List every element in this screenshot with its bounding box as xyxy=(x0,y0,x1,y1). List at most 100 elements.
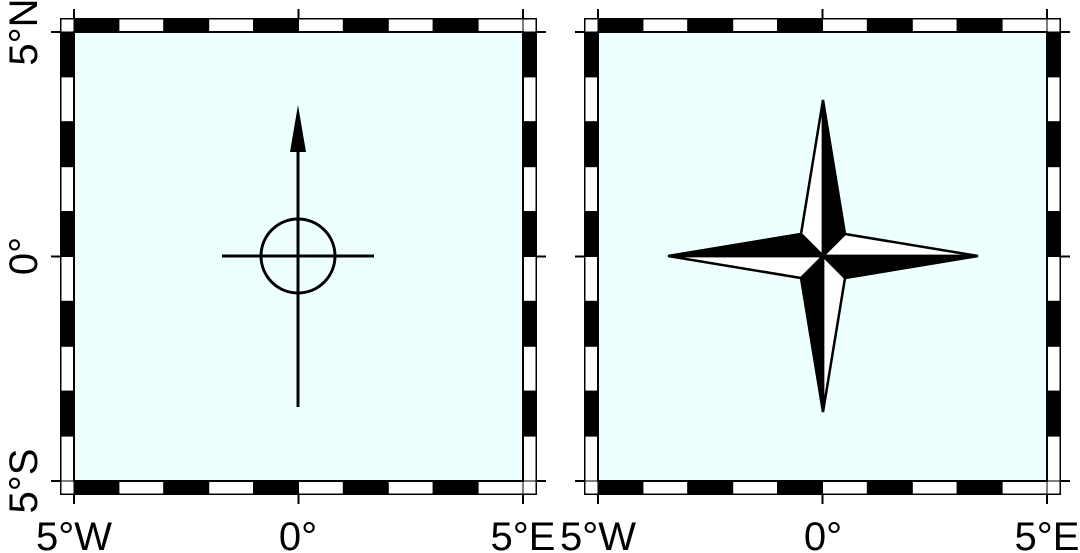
frame-segment-top xyxy=(298,18,344,33)
frame-corner xyxy=(522,18,537,33)
frame-segment-bottom xyxy=(911,480,958,495)
frame-segment-right xyxy=(1046,256,1061,302)
frame-segment-top xyxy=(687,18,734,33)
frame-segment-top xyxy=(732,18,779,33)
frame-segment-right xyxy=(1046,300,1061,347)
frame-corner xyxy=(60,480,75,495)
x-tick-label-east: 5°E xyxy=(491,515,556,553)
frame-segment-top xyxy=(777,18,823,33)
frame-segment-bottom xyxy=(342,480,389,495)
frame-segment-left xyxy=(584,121,599,168)
frame-segment-left xyxy=(584,390,599,437)
frame-segment-left xyxy=(60,256,75,302)
frame-segment-bottom xyxy=(732,480,779,495)
frame-segment-right xyxy=(522,390,537,437)
frame-segment-left xyxy=(60,76,75,123)
map-panel-left: 5°W 0° 5°E 5°N 0° 5°S xyxy=(2,0,555,553)
frame-segment-top xyxy=(822,18,868,33)
frame-segment-bottom xyxy=(477,480,524,495)
checkerboard-frame xyxy=(584,18,1061,495)
frame-segment-top xyxy=(208,18,255,33)
frame-segment-top xyxy=(73,18,120,33)
tick-marks xyxy=(575,9,1070,504)
frame-segment-left xyxy=(584,256,599,302)
frame-segment-bottom xyxy=(208,480,255,495)
frame-segment-left xyxy=(584,211,599,258)
y-tick-label-center: 0° xyxy=(2,237,46,275)
frame-segment-left xyxy=(584,345,599,392)
frame-inner-border xyxy=(73,31,524,482)
frame-segment-right xyxy=(1046,435,1061,482)
frame-segment-bottom xyxy=(73,480,120,495)
frame-segment-bottom xyxy=(298,480,344,495)
frame-segment-right xyxy=(522,256,537,302)
tick-marks xyxy=(51,9,546,504)
frame-segment-top xyxy=(866,18,913,33)
frame-segment-bottom xyxy=(387,480,434,495)
frame-segment-left xyxy=(60,211,75,258)
frame-segment-left xyxy=(60,31,75,78)
frame-segment-right xyxy=(1046,166,1061,213)
frame-segment-right xyxy=(522,435,537,482)
crosshair-symbol xyxy=(222,105,374,407)
frame-segment-right xyxy=(1046,390,1061,437)
frame-inner-border xyxy=(597,31,1048,482)
y-tick-label-south: 5°S xyxy=(2,449,46,514)
frame-segment-bottom xyxy=(597,480,644,495)
frame-segment-bottom xyxy=(777,480,823,495)
x-tick-label-center: 0° xyxy=(279,515,317,553)
frame-segment-bottom xyxy=(253,480,300,495)
frame-segment-right xyxy=(522,345,537,392)
x-tick-label-west: 5°W xyxy=(36,515,112,553)
frame-segment-bottom xyxy=(432,480,479,495)
frame-segment-right xyxy=(522,166,537,213)
frame-corner xyxy=(584,18,599,33)
frame-segment-bottom xyxy=(822,480,868,495)
frame-corner xyxy=(522,480,537,495)
checkerboard-frame xyxy=(60,18,537,495)
map-panel-right: 5°W 0° 5°E xyxy=(560,9,1079,553)
frame-segment-right xyxy=(1046,121,1061,168)
frame-segment-top xyxy=(597,18,644,33)
frame-segment-right xyxy=(522,300,537,347)
frame-segment-right xyxy=(522,76,537,123)
frame-segment-top xyxy=(956,18,1003,33)
frame-segment-top xyxy=(432,18,479,33)
frame-segment-top xyxy=(253,18,300,33)
north-arrow-head xyxy=(290,105,306,152)
frame-segment-right xyxy=(1046,31,1061,78)
frame-segment-left xyxy=(60,300,75,347)
frame-segment-right xyxy=(522,121,537,168)
frame-segment-left xyxy=(60,166,75,213)
compass-west-north-half xyxy=(667,232,827,258)
frame-segment-left xyxy=(60,345,75,392)
frame-segment-top xyxy=(1001,18,1048,33)
frame-segment-right xyxy=(522,31,537,78)
frame-segment-top xyxy=(642,18,689,33)
x-tick-label-east: 5°E xyxy=(1015,515,1080,553)
frame-segment-right xyxy=(1046,76,1061,123)
frame-corner xyxy=(1046,480,1061,495)
compass-rose-icon xyxy=(667,99,979,413)
frame-segment-left xyxy=(60,121,75,168)
frame-segment-top xyxy=(163,18,210,33)
frame-segment-top xyxy=(342,18,389,33)
frame-segment-right xyxy=(522,211,537,258)
frame-segment-top xyxy=(387,18,434,33)
frame-segment-left xyxy=(60,435,75,482)
frame-segment-bottom xyxy=(687,480,734,495)
x-tick-label-center: 0° xyxy=(804,515,842,553)
frame-corner xyxy=(1046,18,1061,33)
frame-segment-bottom xyxy=(866,480,913,495)
frame-corner xyxy=(584,480,599,495)
frame-segment-right xyxy=(1046,345,1061,392)
frame-segment-bottom xyxy=(1001,480,1048,495)
frame-segment-left xyxy=(60,390,75,437)
frame-segment-top xyxy=(477,18,524,33)
frame-segment-left xyxy=(584,166,599,213)
frame-segment-bottom xyxy=(642,480,689,495)
frame-segment-left xyxy=(584,31,599,78)
y-tick-label-north: 5°N xyxy=(2,0,46,66)
frame-segment-left xyxy=(584,300,599,347)
